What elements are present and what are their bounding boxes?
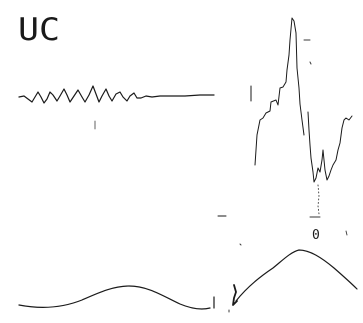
right-upper-irregular-trace — [250, 17, 305, 166]
right-upper-dotted-drop — [317, 184, 320, 215]
left-upper-oscillation-trace — [18, 85, 215, 104]
right-lower-arc-trace — [235, 249, 358, 302]
right-marker-tick — [345, 230, 348, 236]
title-label: UC — [18, 12, 60, 48]
marker-label: 0 — [312, 228, 320, 243]
right-upper-dot-mid — [309, 61, 312, 65]
right-lower-top-dot — [239, 243, 242, 246]
right-upper-descending-trace — [307, 111, 353, 183]
left-lower-sine-trace — [18, 285, 211, 310]
right-lower-spike — [232, 284, 238, 306]
